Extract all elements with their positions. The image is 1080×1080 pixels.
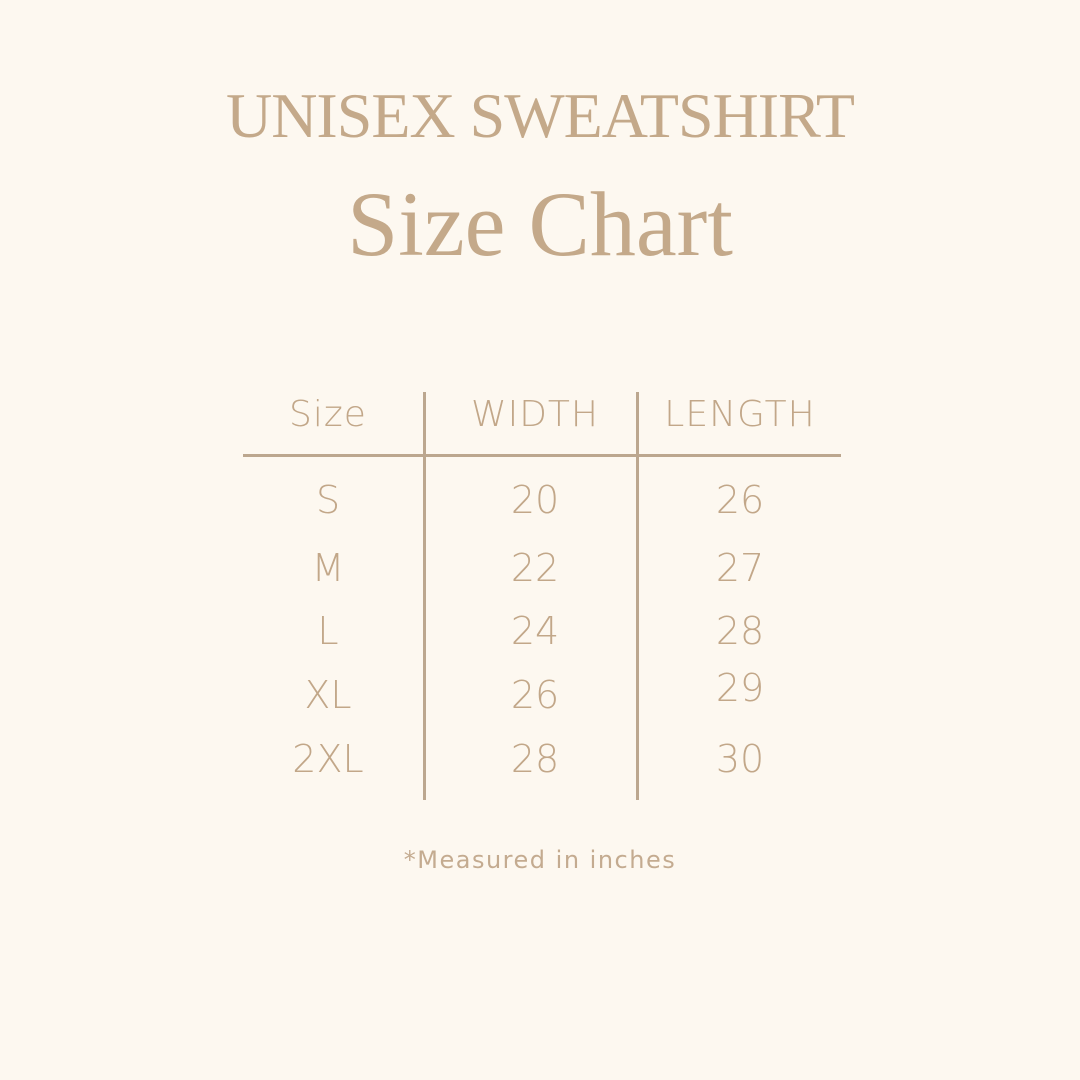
- cell-width: 20: [510, 478, 560, 522]
- column-header-length: LENGTH: [664, 394, 816, 435]
- cell-size: 2XL: [292, 737, 364, 781]
- cell-width: 28: [510, 737, 560, 781]
- cell-length: 28: [715, 609, 765, 653]
- column-header-width: WIDTH: [471, 394, 599, 435]
- cell-length: 27: [715, 546, 765, 590]
- cell-length: 30: [715, 737, 765, 781]
- cell-width: 26: [510, 673, 560, 717]
- cell-size: S: [315, 478, 341, 522]
- footnote: *Measured in inches: [403, 846, 677, 874]
- column-header-size: Size: [289, 394, 367, 435]
- page-title: UNISEX SWEATSHIRT: [225, 80, 855, 151]
- cell-size: M: [311, 546, 345, 590]
- column-divider: [423, 392, 426, 800]
- cell-length: 29: [715, 666, 765, 710]
- cell-size: L: [317, 609, 339, 653]
- column-divider: [636, 392, 639, 800]
- cell-width: 24: [510, 609, 560, 653]
- cell-width: 22: [510, 546, 560, 590]
- cell-size: XL: [304, 673, 352, 717]
- header-divider: [243, 454, 841, 457]
- page-subtitle: Size Chart: [347, 173, 733, 275]
- cell-length: 26: [715, 478, 765, 522]
